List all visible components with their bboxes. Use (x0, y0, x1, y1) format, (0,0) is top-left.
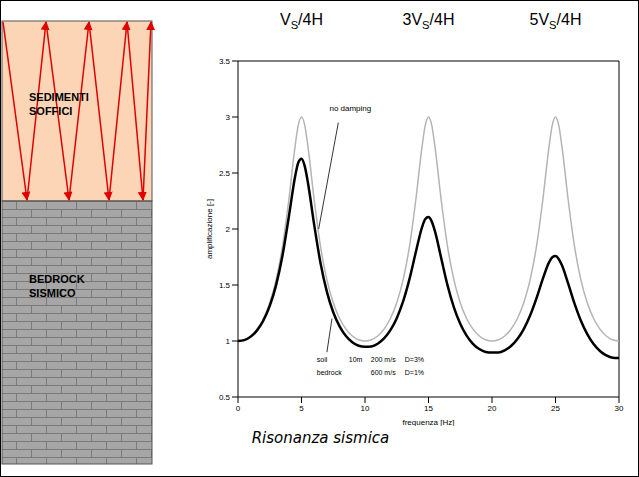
svg-text:SEDIMENTI: SEDIMENTI (29, 91, 89, 103)
svg-text:SOFFICI: SOFFICI (29, 105, 72, 117)
svg-text:2.5: 2.5 (219, 169, 231, 178)
svg-text:30: 30 (615, 404, 624, 413)
svg-text:0: 0 (236, 404, 241, 413)
svg-text:20: 20 (488, 404, 497, 413)
svg-text:no damping: no damping (329, 104, 371, 113)
svg-text:10: 10 (361, 404, 370, 413)
svg-text:frequenza [Hz]: frequenza [Hz] (402, 418, 454, 426)
svg-text:600 m/s: 600 m/s (371, 369, 396, 376)
svg-text:bedrock: bedrock (317, 369, 342, 376)
svg-text:3: 3 (226, 113, 231, 122)
svg-text:D=1%: D=1% (405, 369, 424, 376)
svg-text:3VS/4H: 3VS/4H (403, 11, 455, 31)
html-text:Risonanza sismica: Risonanza sismica (251, 429, 390, 447)
svg-text:soil: soil (317, 356, 328, 363)
svg-text:BEDROCK: BEDROCK (29, 273, 85, 285)
svg-text:2: 2 (226, 225, 231, 234)
svg-text:D=3%: D=3% (405, 356, 424, 363)
svg-text:10m: 10m (349, 356, 363, 363)
svg-text:amplificazione [-]: amplificazione [-] (205, 199, 214, 259)
svg-text:SISMICO: SISMICO (29, 287, 76, 299)
svg-text:15: 15 (424, 404, 433, 413)
svg-text:200 m/s: 200 m/s (371, 356, 396, 363)
svg-text:25: 25 (551, 404, 560, 413)
svg-text:5VS/4H: 5VS/4H (530, 11, 582, 31)
svg-text:1.5: 1.5 (219, 281, 231, 290)
svg-text:1: 1 (226, 337, 231, 346)
svg-text:VS/4H: VS/4H (280, 11, 323, 31)
svg-text:5: 5 (299, 404, 304, 413)
svg-text:0.5: 0.5 (219, 393, 231, 402)
svg-text:3.5: 3.5 (219, 57, 231, 66)
